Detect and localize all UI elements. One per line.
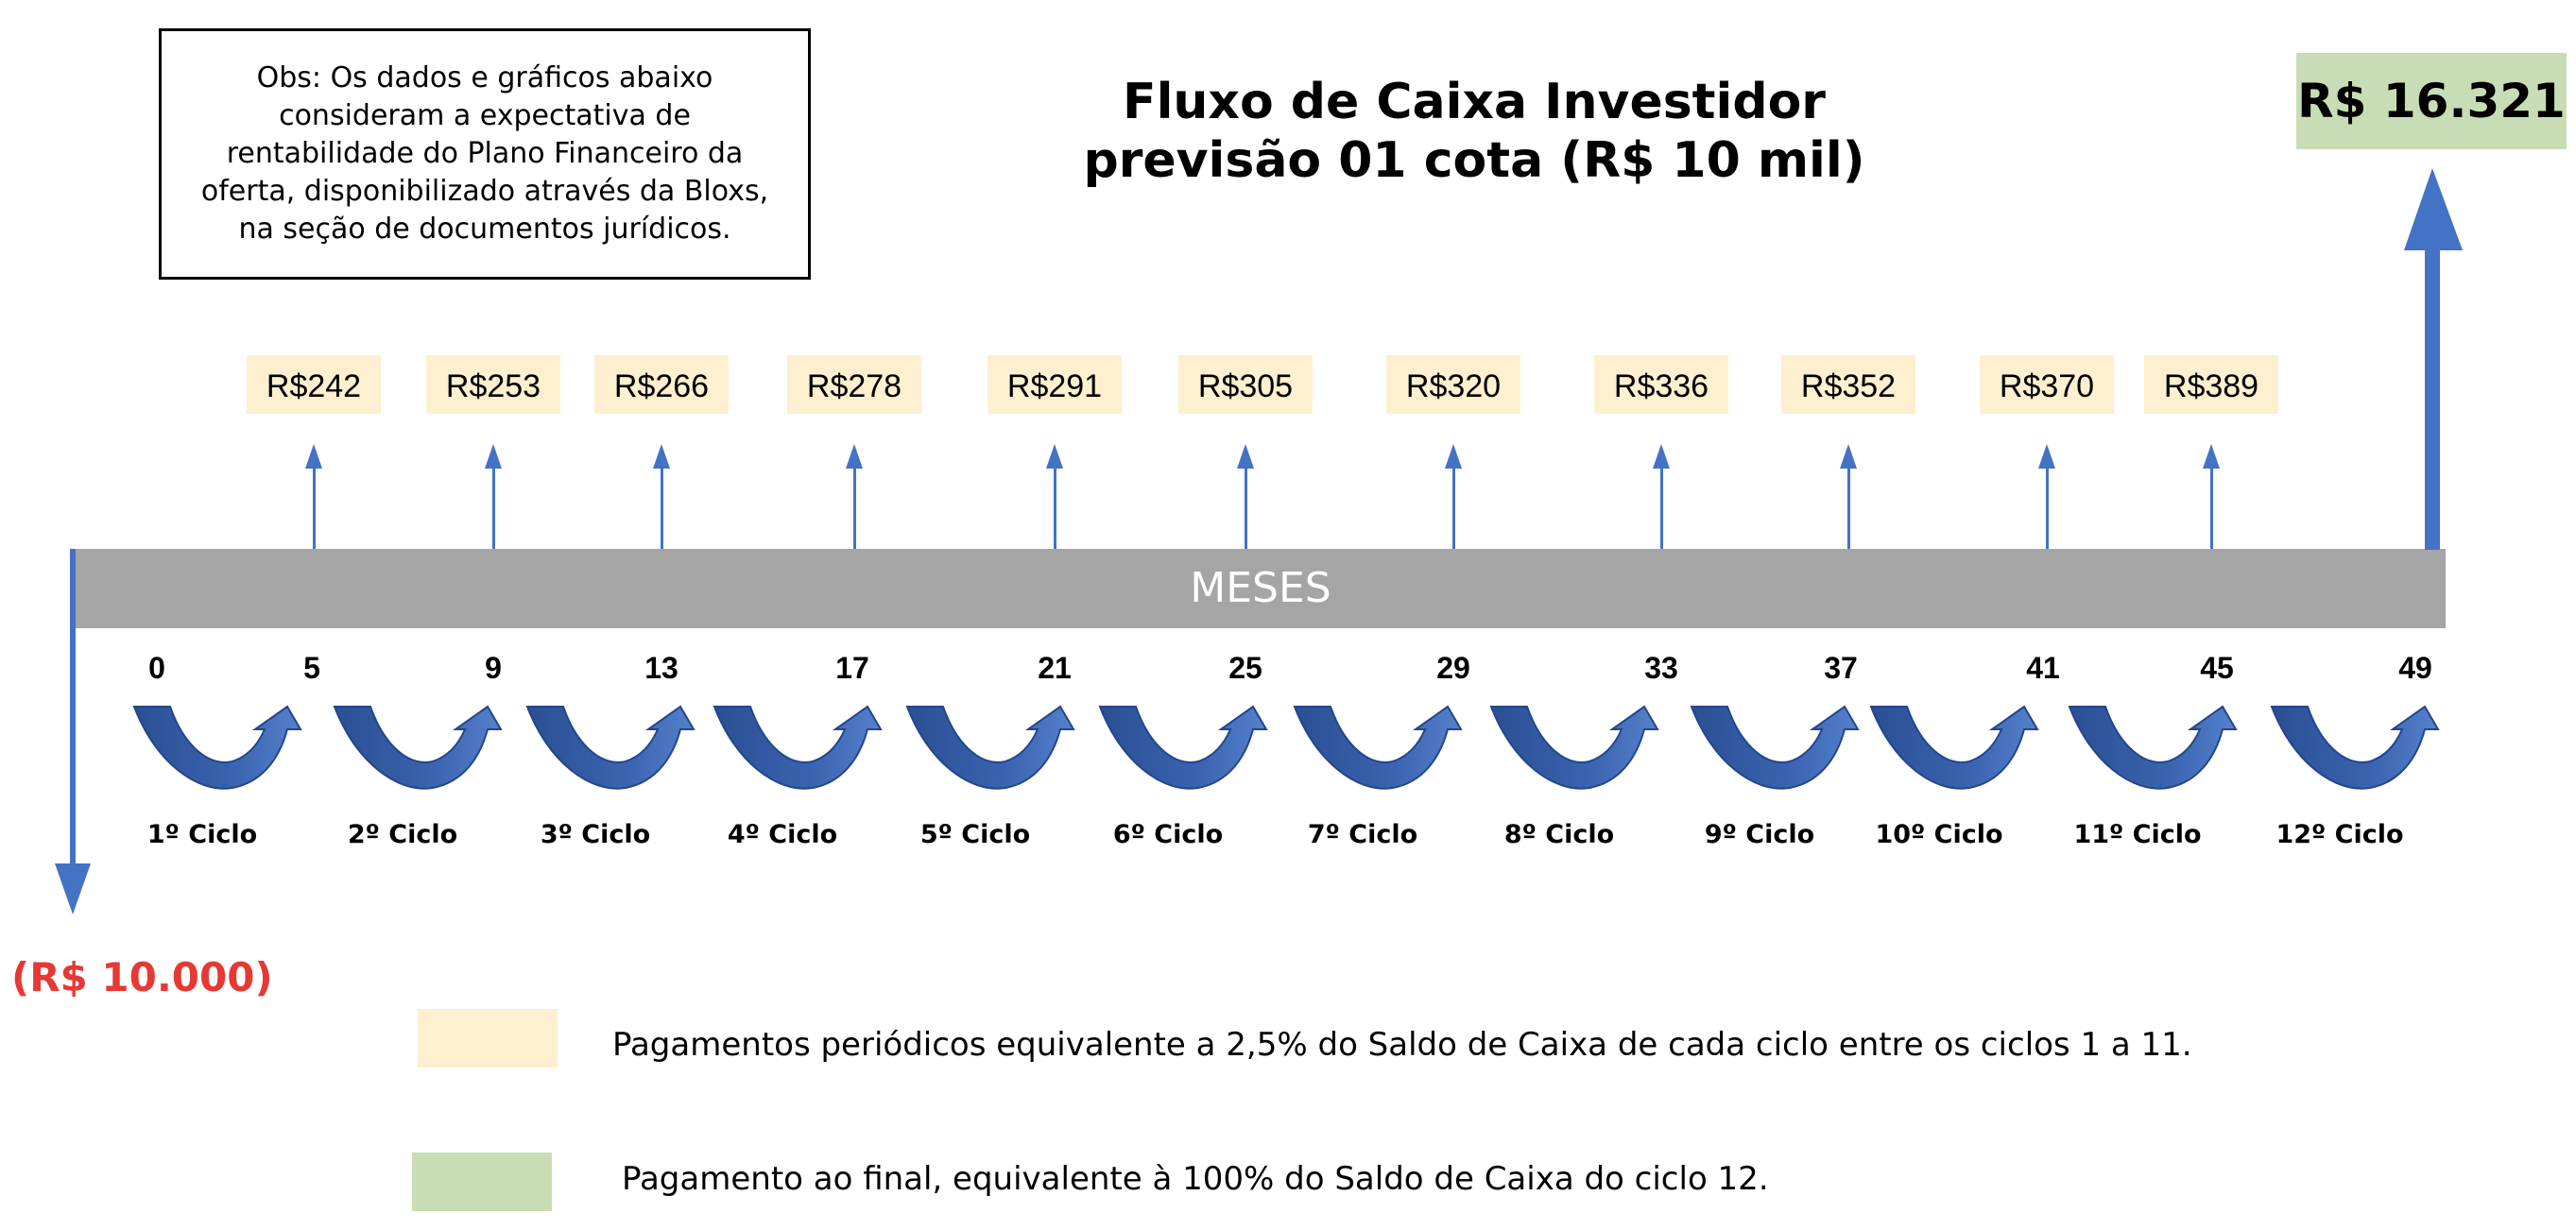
payment-value: R$291 <box>1007 368 1102 404</box>
cycle-label: 6º Ciclo <box>1113 820 1223 849</box>
diagram-title-line2: previsão 01 cota (R$ 10 mil) <box>1083 132 1865 189</box>
payment-value: R$266 <box>614 368 709 404</box>
final-payment-arrow <box>2404 168 2463 550</box>
cycle-curved-arrow-icon <box>2068 705 2238 790</box>
payment-box <box>2144 355 2278 414</box>
cycle-curved-arrow-icon <box>1869 705 2039 790</box>
payment-arrow-head <box>846 444 863 469</box>
month-label: 37 <box>1824 651 1858 685</box>
payment-arrow-head <box>2203 444 2220 469</box>
payment-box <box>1178 355 1313 414</box>
month-label: 21 <box>1038 651 1072 685</box>
cycle-label: 2º Ciclo <box>348 820 457 849</box>
cycle-label: 4º Ciclo <box>728 820 837 849</box>
month-label: 41 <box>2026 651 2060 685</box>
payment-value: R$389 <box>2164 368 2258 404</box>
payment-arrow-shaft <box>853 459 856 549</box>
payment-arrow-head <box>1445 444 1462 469</box>
payment-arrow-head <box>1840 444 1857 469</box>
payment-box <box>1594 355 1728 414</box>
month-label: 5 <box>303 651 320 685</box>
legend-swatch-final <box>412 1153 552 1211</box>
payment-box <box>1386 355 1520 414</box>
month-label: 49 <box>2398 651 2432 685</box>
payment-arrow-shaft <box>1847 459 1850 549</box>
legend-text-final: Pagamento ao final, equivalente à 100% d… <box>622 1160 1769 1198</box>
payment-arrow-head <box>1653 444 1670 469</box>
payment-arrow-shaft <box>313 459 316 549</box>
payment-box <box>247 355 381 414</box>
month-label: 0 <box>148 651 165 685</box>
payment-box <box>1980 355 2114 414</box>
payment-arrow-shaft <box>1452 459 1455 549</box>
month-label: 13 <box>644 651 678 685</box>
disclaimer-text: Obs: Os dados e gráficos abaixo consider… <box>200 61 769 246</box>
cycle-label: 1º Ciclo <box>147 820 257 849</box>
payment-value: R$336 <box>1614 368 1709 404</box>
payment-arrow-shaft <box>661 459 663 549</box>
cycle-label: 9º Ciclo <box>1705 820 1814 849</box>
payment-arrow-shaft <box>2046 459 2049 549</box>
payment-value: R$305 <box>1198 368 1293 404</box>
payment-box <box>787 355 921 414</box>
payment-arrow-head <box>653 444 670 469</box>
payment-value: R$253 <box>446 368 541 404</box>
legend-text-periodic: Pagamentos periódicos equivalente a 2,5%… <box>612 1026 2192 1064</box>
cycle-label: 3º Ciclo <box>541 820 650 849</box>
payment-arrow-shaft <box>2210 459 2213 549</box>
payment-arrow-shaft <box>1660 459 1663 549</box>
cycle-label: 8º Ciclo <box>1504 820 1614 849</box>
cycle-curved-arrow-icon <box>525 705 696 790</box>
payment-arrow-shaft <box>1245 459 1247 549</box>
month-label: 45 <box>2200 651 2234 685</box>
diagram-title-line1: Fluxo de Caixa Investidor <box>1123 74 1826 130</box>
cycle-curved-arrow-icon <box>1098 705 1268 790</box>
cycle-label: 11º Ciclo <box>2073 820 2201 849</box>
final-payment-badge: R$ 16.321 <box>2296 53 2567 149</box>
payment-box <box>1781 355 1915 414</box>
cycle-label: 10º Ciclo <box>1875 820 2002 849</box>
payment-box <box>987 355 1122 414</box>
timeline-axis-bar <box>72 549 2446 628</box>
initial-investment-label: (R$ 10.000) <box>11 954 273 1000</box>
payment-value: R$320 <box>1406 368 1501 404</box>
month-label: 29 <box>1436 651 1470 685</box>
payment-arrow-head <box>1046 444 1063 469</box>
axis-label: MESES <box>1190 564 1331 612</box>
payment-arrow-head <box>485 444 502 469</box>
payment-arrow-head <box>2038 444 2055 469</box>
cycle-curved-arrow-icon <box>1690 705 1860 790</box>
month-label: 17 <box>835 651 869 685</box>
cycle-curved-arrow-icon <box>1489 705 1659 790</box>
payment-value: R$278 <box>807 368 902 404</box>
payment-arrow-shaft <box>1054 459 1056 549</box>
payment-value: R$242 <box>266 368 361 404</box>
payment-arrow-head <box>1237 444 1254 469</box>
payment-arrow-shaft <box>492 459 495 549</box>
cycle-curved-arrow-icon <box>2270 705 2440 790</box>
payment-arrow-head <box>305 444 322 469</box>
disclaimer-box: Obs: Os dados e gráficos abaixo consider… <box>159 28 811 280</box>
cycle-curved-arrow-icon <box>713 705 883 790</box>
month-label: 9 <box>485 651 502 685</box>
cycle-label: 7º Ciclo <box>1308 820 1417 849</box>
payment-value: R$370 <box>2000 368 2094 404</box>
payment-box <box>594 355 729 414</box>
cycle-curved-arrow-icon <box>1293 705 1463 790</box>
month-label: 25 <box>1228 651 1262 685</box>
legend-swatch-periodic <box>418 1009 558 1068</box>
month-label: 33 <box>1644 651 1678 685</box>
initial-investment-arrow <box>55 549 91 914</box>
cycle-curved-arrow-icon <box>333 705 503 790</box>
payment-value: R$352 <box>1801 368 1896 404</box>
cycle-curved-arrow-icon <box>132 705 302 790</box>
payment-box <box>426 355 560 414</box>
cycle-label: 5º Ciclo <box>920 820 1030 849</box>
cycle-curved-arrow-icon <box>905 705 1075 790</box>
cycle-label: 12º Ciclo <box>2275 820 2403 849</box>
